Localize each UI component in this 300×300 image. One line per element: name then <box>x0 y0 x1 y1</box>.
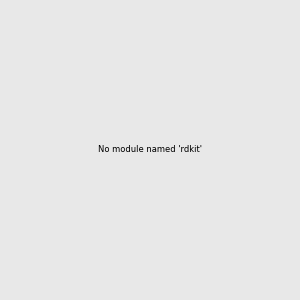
Text: No module named 'rdkit': No module named 'rdkit' <box>98 146 202 154</box>
